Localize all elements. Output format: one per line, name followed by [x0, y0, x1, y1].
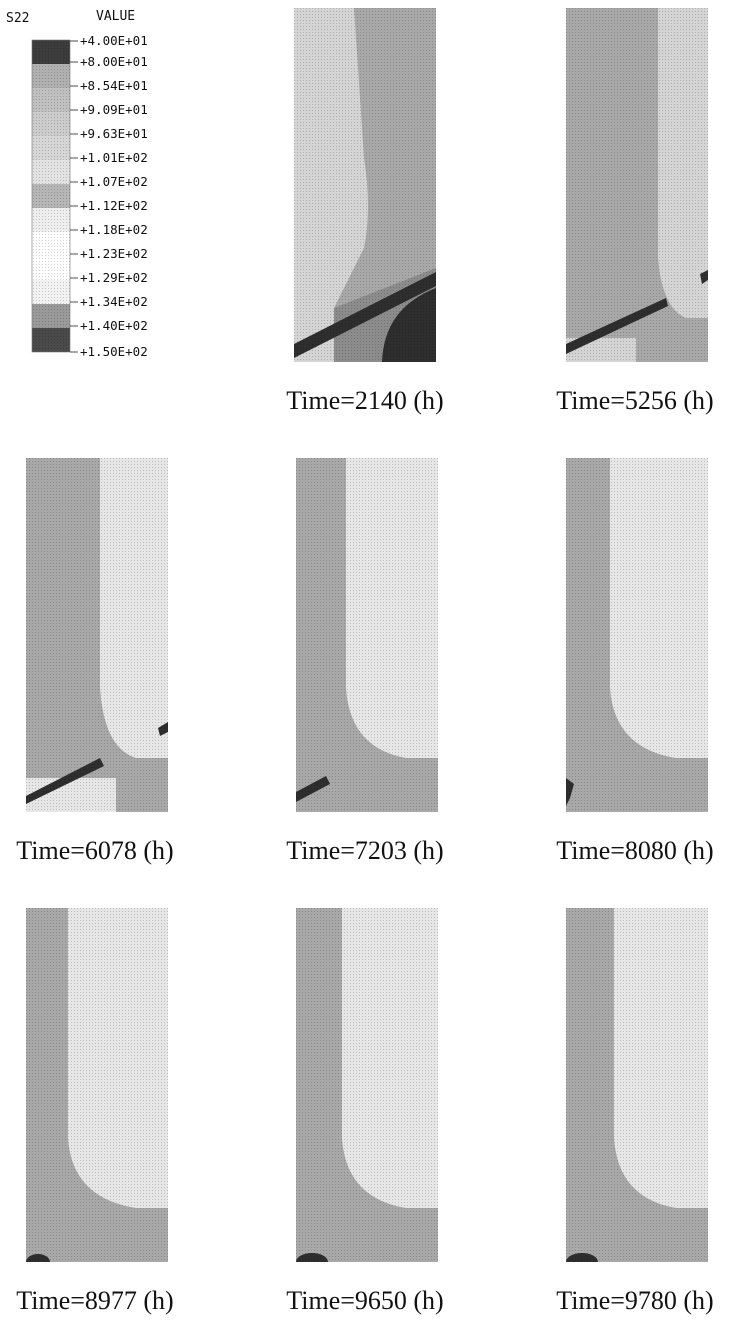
legend-value-4: +9.63E+01 — [80, 126, 148, 141]
legend-value-10: +1.29E+02 — [80, 270, 148, 285]
contour-panel-8 — [566, 908, 708, 1262]
panel-2-time-label: Time=5256 (h) — [556, 386, 714, 415]
legend-variable: S22 — [6, 11, 29, 26]
legend-value-13: +1.50E+02 — [80, 344, 148, 359]
panel-8-time-label: Time=9780 (h) — [556, 1286, 714, 1315]
legend-value-1: +8.00E+01 — [80, 54, 148, 69]
legend-value-12: +1.40E+02 — [80, 318, 148, 333]
legend-color-bands — [31, 39, 78, 353]
legend-value-labels: +4.00E+01 +8.00E+01 +8.54E+01 +9.09E+01 … — [80, 33, 148, 359]
legend-value-2: +8.54E+01 — [80, 78, 148, 93]
legend-value-9: +1.23E+02 — [80, 246, 148, 261]
contour-panel-4 — [296, 458, 438, 812]
legend-value-7: +1.12E+02 — [80, 198, 148, 213]
legend-value-11: +1.34E+02 — [80, 294, 148, 309]
contour-panel-3 — [26, 458, 168, 812]
legend-value-6: +1.07E+02 — [80, 174, 148, 189]
contour-panel-2 — [566, 8, 708, 362]
legend-value-3: +9.09E+01 — [80, 102, 148, 117]
panel-6-time-label: Time=8977 (h) — [16, 1286, 174, 1315]
legend-value-header: VALUE — [96, 9, 135, 24]
legend-value-8: +1.18E+02 — [80, 222, 148, 237]
panel-5-time-label: Time=8080 (h) — [556, 836, 714, 865]
panel-7-time-label: Time=9650 (h) — [286, 1286, 444, 1315]
legend-value-5: +1.01E+02 — [80, 150, 148, 165]
contour-panel-1 — [294, 8, 436, 362]
panel-4-time-label: Time=7203 (h) — [286, 836, 444, 865]
contour-panel-6 — [26, 908, 168, 1262]
contour-panel-7 — [296, 908, 438, 1262]
contour-panel-5 — [566, 458, 708, 812]
legend-frame — [31, 39, 71, 353]
legend-value-0: +4.00E+01 — [80, 33, 148, 48]
panel-3-time-label: Time=6078 (h) — [16, 836, 174, 865]
panel-1-time-label: Time=2140 (h) — [286, 386, 444, 415]
